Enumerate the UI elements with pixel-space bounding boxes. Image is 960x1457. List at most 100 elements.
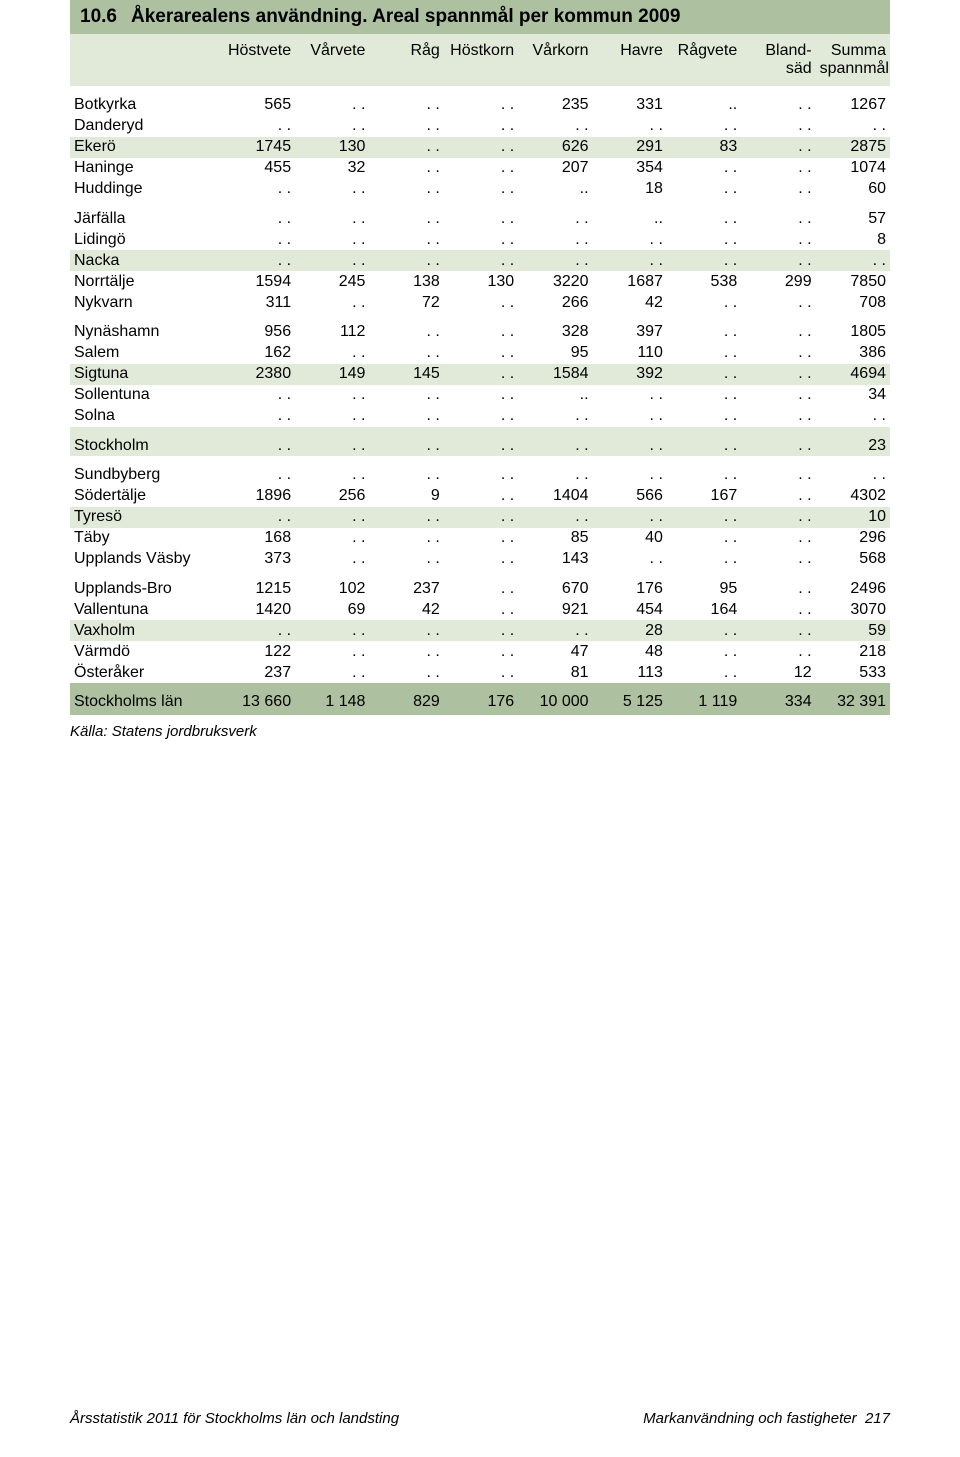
cell: . . <box>816 456 890 486</box>
cell: . . <box>444 507 518 528</box>
data-table: HöstveteVårveteRågHöstkornVårkornHavreRå… <box>70 34 890 715</box>
cell: 3070 <box>816 599 890 620</box>
table-row: Stockholm. .. .. .. .. .. .. .. .23 <box>70 427 890 457</box>
cell: 392 <box>593 364 667 385</box>
cell: . . <box>816 406 890 427</box>
table-row: Huddinge. .. .. .. ...18. .. .60 <box>70 179 890 200</box>
cell: . . <box>741 86 815 116</box>
table-row: Vallentuna14206942. .921454164. .3070 <box>70 599 890 620</box>
column-header: Vårvete <box>295 34 369 86</box>
cell: 1805 <box>816 313 890 343</box>
total-label: Stockholms län <box>70 683 221 715</box>
row-label: Lidingö <box>70 229 221 250</box>
cell: 10 <box>816 507 890 528</box>
row-label: Täby <box>70 528 221 549</box>
cell: . . <box>369 641 443 662</box>
cell: . . <box>741 486 815 507</box>
cell: . . <box>295 116 369 137</box>
cell: . . <box>221 385 295 406</box>
cell: . . <box>741 292 815 313</box>
table-title-text: Åkerarealens användning. Areal spannmål … <box>131 6 680 27</box>
cell: 4302 <box>816 486 890 507</box>
cell: 538 <box>667 271 741 292</box>
cell: . . <box>444 86 518 116</box>
cell: . . <box>369 427 443 457</box>
row-label: Huddinge <box>70 179 221 200</box>
total-cell: 1 148 <box>295 683 369 715</box>
table-row: Lidingö. .. .. .. .. .. .. .. .8 <box>70 229 890 250</box>
cell: . . <box>593 427 667 457</box>
cell: . . <box>444 250 518 271</box>
cell: 565 <box>221 86 295 116</box>
cell: . . <box>667 406 741 427</box>
cell: . . <box>741 570 815 600</box>
cell: 2380 <box>221 364 295 385</box>
cell: 670 <box>518 570 592 600</box>
page-footer: Årsstatistik 2011 för Stockholms län och… <box>70 1410 890 1427</box>
cell: . . <box>518 456 592 486</box>
cell: 237 <box>369 570 443 600</box>
cell: . . <box>221 200 295 230</box>
cell: 42 <box>593 292 667 313</box>
cell: 32 <box>295 158 369 179</box>
cell: . . <box>741 313 815 343</box>
cell: 95 <box>667 570 741 600</box>
cell: 1594 <box>221 271 295 292</box>
cell: 1267 <box>816 86 890 116</box>
cell: 1687 <box>593 271 667 292</box>
cell: 4694 <box>816 364 890 385</box>
cell: 256 <box>295 486 369 507</box>
cell: . . <box>444 116 518 137</box>
cell: 311 <box>221 292 295 313</box>
table-row: Täby168. .. .. .8540. .. .296 <box>70 528 890 549</box>
row-label: Sollentuna <box>70 385 221 406</box>
table-row: Salem162. .. .. .95110. .. .386 <box>70 343 890 364</box>
cell: 207 <box>518 158 592 179</box>
table-row: Värmdö122. .. .. .4748. .. .218 <box>70 641 890 662</box>
row-label: Solna <box>70 406 221 427</box>
cell: . . <box>444 620 518 641</box>
cell: . . <box>741 158 815 179</box>
cell: 626 <box>518 137 592 158</box>
table-row: Ekerö1745130. .. .62629183. .2875 <box>70 137 890 158</box>
total-cell: 1 119 <box>667 683 741 715</box>
cell: 266 <box>518 292 592 313</box>
cell: 60 <box>816 179 890 200</box>
cell: . . <box>741 229 815 250</box>
cell: . . <box>667 229 741 250</box>
table-row: Österåker237. .. .. .81113. .12533 <box>70 662 890 683</box>
cell: 1074 <box>816 158 890 179</box>
total-cell: 10 000 <box>518 683 592 715</box>
cell: . . <box>369 406 443 427</box>
cell: . . <box>667 158 741 179</box>
cell: 9 <box>369 486 443 507</box>
header-blank <box>70 34 221 86</box>
cell: . . <box>444 179 518 200</box>
cell: . . <box>295 528 369 549</box>
cell: . . <box>295 456 369 486</box>
cell: 237 <box>221 662 295 683</box>
cell: . . <box>593 507 667 528</box>
cell: 354 <box>593 158 667 179</box>
cell: . . <box>593 385 667 406</box>
cell: 149 <box>295 364 369 385</box>
row-label: Upplands-Bro <box>70 570 221 600</box>
cell: . . <box>369 528 443 549</box>
cell: . . <box>369 229 443 250</box>
cell: . . <box>369 200 443 230</box>
cell: . . <box>667 250 741 271</box>
cell: . . <box>518 427 592 457</box>
cell: . . <box>295 343 369 364</box>
cell: . . <box>593 456 667 486</box>
cell: . . <box>295 179 369 200</box>
cell: . . <box>221 179 295 200</box>
table-row: Nynäshamn956112. .. .328397. .. .1805 <box>70 313 890 343</box>
cell: 69 <box>295 599 369 620</box>
row-label: Vaxholm <box>70 620 221 641</box>
cell: . . <box>444 158 518 179</box>
cell: . . <box>295 641 369 662</box>
row-label: Danderyd <box>70 116 221 137</box>
cell: . . <box>444 313 518 343</box>
cell: . . <box>593 116 667 137</box>
cell: . . <box>369 313 443 343</box>
